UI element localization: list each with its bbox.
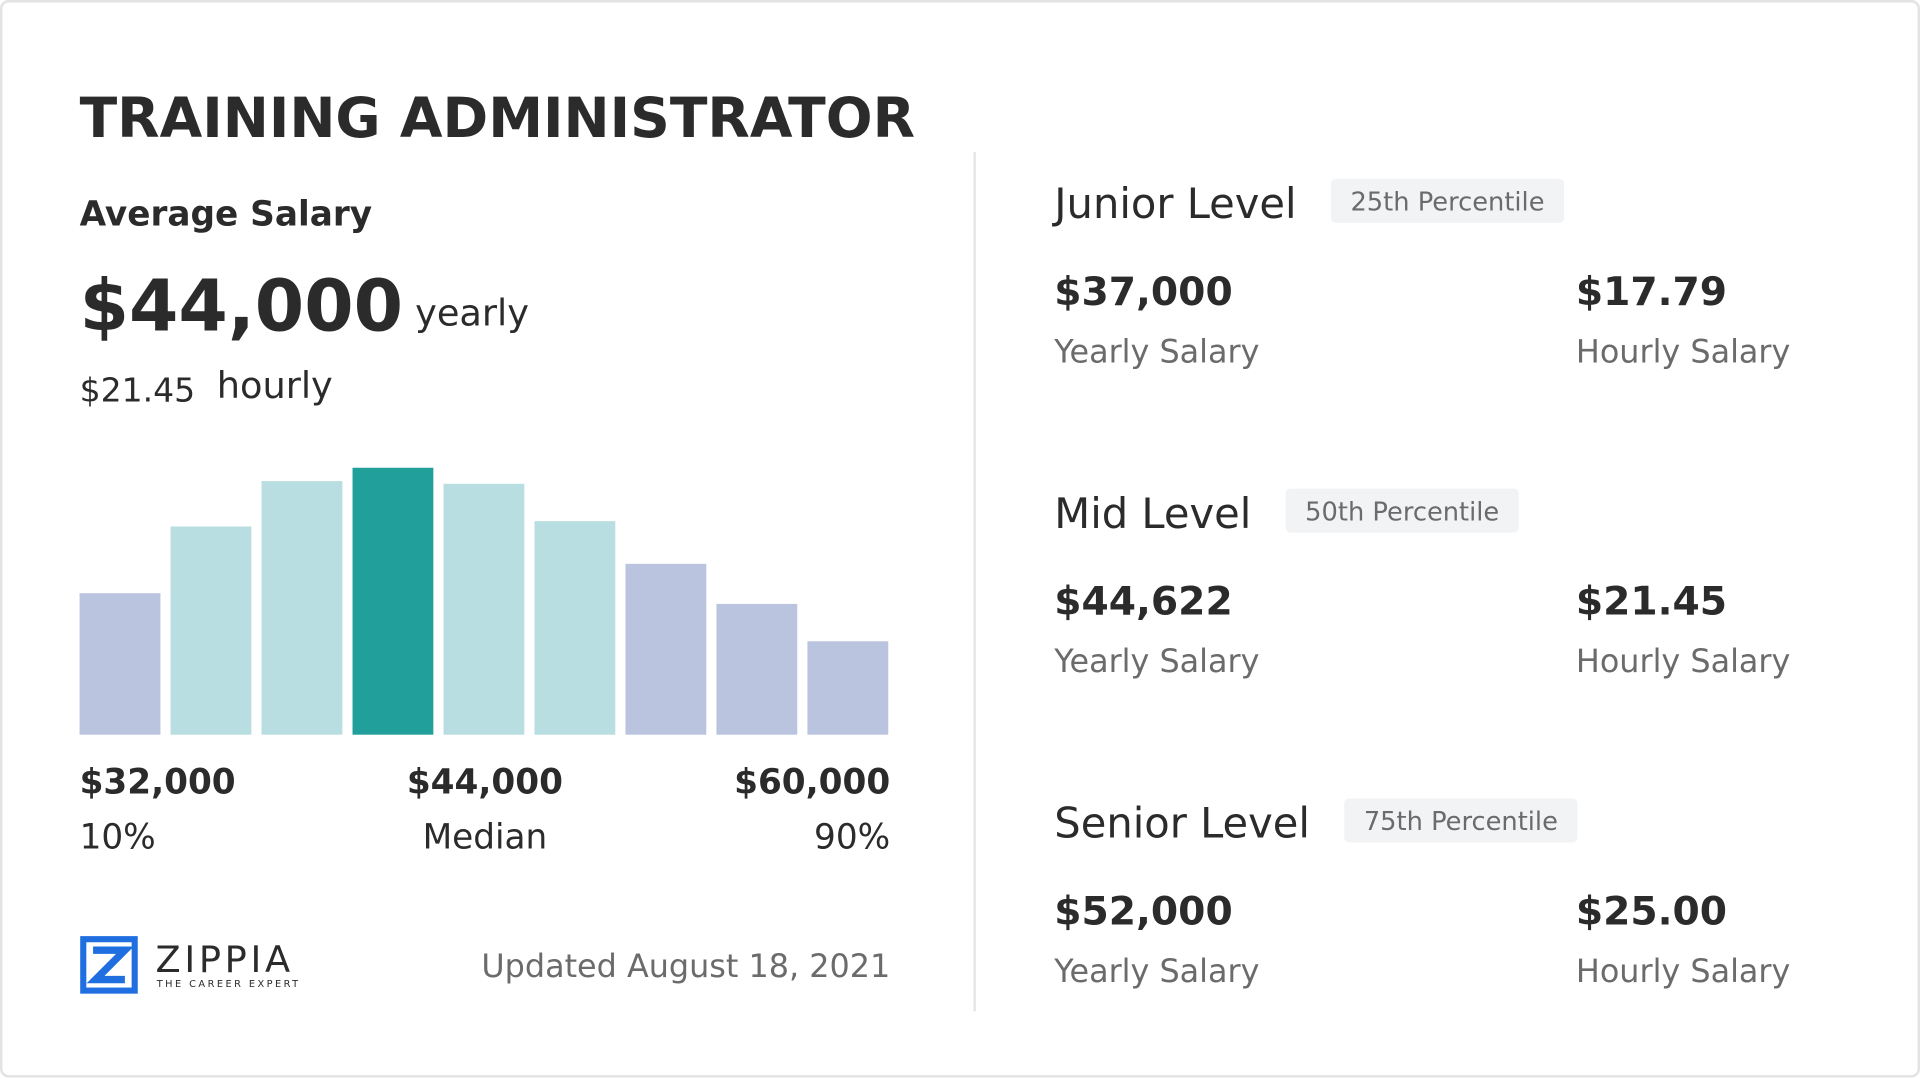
scale-label: Median (423, 818, 548, 858)
level-hourly: $17.79 (1576, 270, 1727, 315)
scale-label: 10% (80, 818, 156, 858)
bar (807, 641, 889, 735)
level-yearly: $37,000 (1054, 270, 1232, 315)
percentile-badge (1285, 488, 1519, 533)
histogram (79, 467, 889, 735)
bar (534, 521, 616, 735)
average-label: Average Salary (80, 194, 373, 234)
histogram-scale: $32,000 10% $44,000 Median $60,000 90% (80, 762, 891, 857)
level-yearly-label: Yearly Salary (1053, 332, 1259, 370)
level-yearly-label: Yearly Salary (1053, 642, 1259, 680)
percentile-label: 75th Percentile (1364, 807, 1558, 837)
scale-value: $60,000 (734, 762, 890, 802)
average-yearly: $44,000 (80, 265, 403, 348)
logo-z (86, 946, 134, 984)
scale-value: $32,000 (80, 762, 236, 802)
bar (352, 467, 434, 735)
level-yearly: $52,000 (1054, 889, 1232, 934)
level-yearly: $44,622 (1054, 580, 1232, 625)
title: TRAINING ADMINISTRATOR (80, 86, 915, 150)
bar (443, 483, 525, 735)
bar (170, 526, 252, 735)
logo (80, 936, 138, 994)
level-hourly: $25.00 (1576, 889, 1727, 934)
level-name: Mid Level (1054, 489, 1251, 538)
brand-name: ZIPPIA (156, 938, 294, 981)
scale-label: 90% (814, 818, 890, 858)
level-hourly: $21.45 (1576, 580, 1727, 625)
levels: Junior Level 25th Percentile $37,000 Yearly… (1051, 178, 1790, 990)
bar (625, 563, 707, 735)
hourly-unit: hourly (217, 364, 333, 407)
yearly-unit: yearly (415, 292, 529, 335)
level-yearly-label: Yearly Salary (1053, 952, 1259, 990)
updated: Updated August 18, 2021 (481, 947, 890, 985)
level-name: Junior Level (1051, 179, 1296, 228)
bar (79, 593, 161, 735)
level-hourly-label: Hourly Salary (1576, 642, 1790, 680)
bar (716, 603, 798, 735)
level-name: Senior Level (1054, 799, 1310, 848)
percentile-label: 50th Percentile (1305, 497, 1499, 527)
brand-tagline: THE CAREER EXPERT (156, 979, 301, 990)
level-hourly-label: Hourly Salary (1576, 332, 1790, 370)
bar (261, 481, 343, 735)
percentile-label: 25th Percentile (1350, 188, 1544, 218)
average-hourly: $21.45 (80, 371, 196, 410)
level-hourly-label: Hourly Salary (1576, 952, 1790, 990)
percentile-badge (1344, 798, 1578, 843)
percentile-badge (1330, 178, 1565, 223)
scale-value: $44,000 (407, 762, 563, 802)
